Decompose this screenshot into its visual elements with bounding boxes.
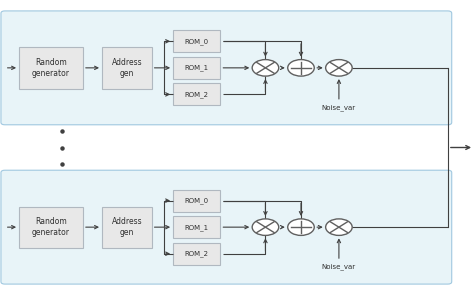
- FancyBboxPatch shape: [173, 216, 220, 238]
- Text: ROM_0: ROM_0: [185, 38, 209, 45]
- Text: Random
generator: Random generator: [32, 217, 70, 237]
- FancyBboxPatch shape: [1, 11, 452, 125]
- Circle shape: [288, 219, 314, 235]
- Text: Address
gen: Address gen: [111, 217, 142, 237]
- Text: Address
gen: Address gen: [111, 58, 142, 78]
- FancyBboxPatch shape: [173, 242, 220, 265]
- Text: ROM_2: ROM_2: [185, 91, 209, 98]
- FancyBboxPatch shape: [19, 47, 83, 88]
- Text: ROM_2: ROM_2: [185, 250, 209, 257]
- Circle shape: [288, 60, 314, 76]
- FancyBboxPatch shape: [173, 57, 220, 79]
- FancyBboxPatch shape: [173, 190, 220, 212]
- FancyBboxPatch shape: [102, 47, 152, 88]
- Text: ROM_0: ROM_0: [185, 197, 209, 204]
- FancyBboxPatch shape: [19, 206, 83, 248]
- FancyBboxPatch shape: [173, 83, 220, 105]
- FancyBboxPatch shape: [173, 30, 220, 53]
- Circle shape: [252, 219, 279, 235]
- Text: ROM_1: ROM_1: [185, 224, 209, 230]
- Text: ROM_1: ROM_1: [185, 65, 209, 71]
- Circle shape: [326, 219, 352, 235]
- Circle shape: [252, 60, 279, 76]
- Text: Random
generator: Random generator: [32, 58, 70, 78]
- Text: Noise_var: Noise_var: [322, 104, 356, 111]
- FancyBboxPatch shape: [1, 170, 452, 284]
- FancyBboxPatch shape: [102, 206, 152, 248]
- Circle shape: [326, 60, 352, 76]
- Text: Noise_var: Noise_var: [322, 263, 356, 270]
